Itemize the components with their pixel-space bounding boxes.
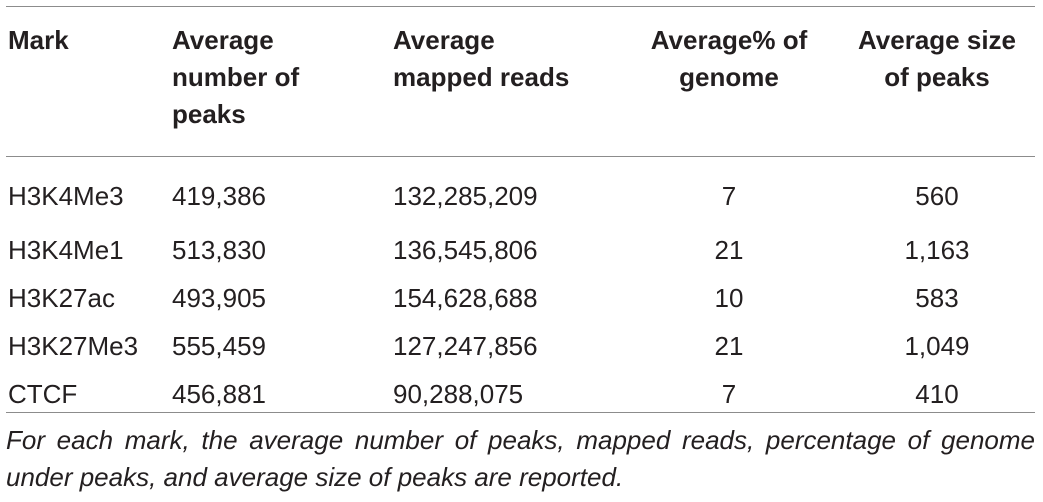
header-average-number-of-peaks: Average number of peaks <box>172 25 300 129</box>
header-row: Mark Average number of peaks Average map… <box>6 0 1035 156</box>
header-average-mapped-reads: Average mapped reads <box>393 25 570 92</box>
cell-mark: H3K4Me1 <box>8 234 124 265</box>
cell-mark: H3K27Me3 <box>8 330 139 361</box>
cell-size: 410 <box>915 378 959 409</box>
table-row: CTCF 456,881 90,288,075 7 410 <box>6 370 1035 418</box>
header-average-pct-genome: Average% of genome <box>650 25 808 92</box>
table-top-rule <box>6 6 1035 7</box>
table-row: H3K27ac 493,905 154,628,688 10 583 <box>6 274 1035 322</box>
cell-reads: 154,628,688 <box>393 282 538 313</box>
cell-mark: H3K4Me3 <box>8 180 124 211</box>
table-bottom-rule <box>6 412 1035 413</box>
cell-peaks: 419,386 <box>172 180 266 211</box>
cell-size: 1,049 <box>904 330 970 361</box>
header-average-size-of-peaks: Average size of peaks <box>857 25 1017 92</box>
table-row: H3K4Me3 419,386 132,285,209 7 560 <box>6 156 1035 226</box>
cell-reads: 90,288,075 <box>393 378 524 409</box>
cell-size: 583 <box>915 282 959 313</box>
cell-pct: 10 <box>714 282 744 313</box>
table-row: H3K27Me3 555,459 127,247,856 21 1,049 <box>6 322 1035 370</box>
cell-size: 560 <box>915 180 959 211</box>
cell-peaks: 513,830 <box>172 234 266 265</box>
cell-reads: 132,285,209 <box>393 180 538 211</box>
cell-mark: H3K27ac <box>8 282 115 313</box>
table-row: H3K4Me1 513,830 136,545,806 21 1,163 <box>6 226 1035 274</box>
cell-reads: 127,247,856 <box>393 330 538 361</box>
table-header-rule <box>6 156 1035 157</box>
cell-peaks: 456,881 <box>172 378 266 409</box>
cell-pct: 7 <box>721 180 737 211</box>
cell-pct: 21 <box>714 234 744 265</box>
cell-reads: 136,545,806 <box>393 234 538 265</box>
cell-pct: 21 <box>714 330 744 361</box>
peaks-table: Mark Average number of peaks Average map… <box>6 0 1035 418</box>
header-mark: Mark <box>8 25 69 55</box>
cell-peaks: 493,905 <box>172 282 266 313</box>
cell-size: 1,163 <box>904 234 970 265</box>
cell-pct: 7 <box>721 378 737 409</box>
cell-mark: CTCF <box>8 378 78 409</box>
cell-peaks: 555,459 <box>172 330 266 361</box>
table-footnote: For each mark, the average number of pea… <box>6 425 1035 492</box>
